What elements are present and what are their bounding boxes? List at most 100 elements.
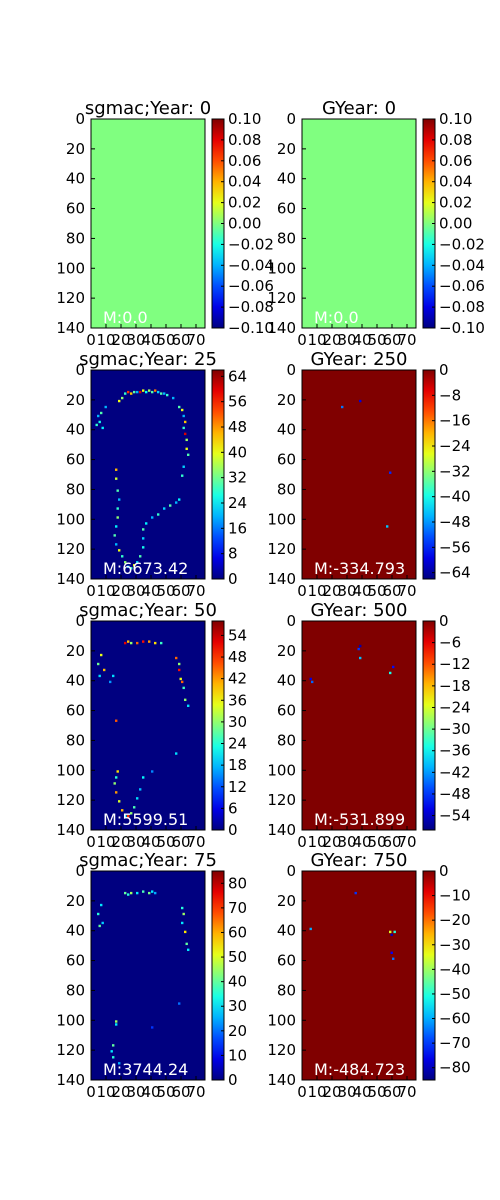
heatmap-cell xyxy=(130,812,133,815)
heatmap-cell xyxy=(109,680,112,684)
x-tick-label: 30 xyxy=(126,582,145,600)
colorbar-tick-label: −24 xyxy=(439,437,471,455)
heatmap-cell xyxy=(357,647,360,651)
y-tick-label: 80 xyxy=(66,229,85,247)
subplot-title: sgmac;Year: 50 xyxy=(79,600,217,621)
x-tick-label: 70 xyxy=(397,1083,416,1101)
heatmap-cell xyxy=(118,399,121,403)
x-tick-label: 20 xyxy=(111,582,130,600)
y-tick-label: 20 xyxy=(66,140,85,158)
colorbar-tick-label: −48 xyxy=(439,513,471,531)
colorbar-tick-label: −64 xyxy=(439,564,471,582)
heatmap-cell xyxy=(151,890,154,893)
heatmap-cell xyxy=(187,704,190,707)
heatmap-cell xyxy=(181,680,184,684)
y-tick-label: 40 xyxy=(277,170,296,188)
heatmap-cell xyxy=(151,1026,154,1029)
heatmap-cell xyxy=(101,921,104,925)
heatmap-cell xyxy=(184,698,187,702)
colorbar-tick-label: −24 xyxy=(439,698,471,716)
x-tick-label: 40 xyxy=(352,582,371,600)
y-tick-label: 140 xyxy=(267,821,296,839)
y-tick-label: 100 xyxy=(267,259,296,277)
heatmap-cell xyxy=(178,1002,181,1005)
subplot-title: sgmac;Year: 0 xyxy=(85,98,211,119)
x-tick-label: 50 xyxy=(367,582,386,600)
heatmap-cell xyxy=(184,420,187,424)
x-tick-label: 60 xyxy=(382,331,401,349)
heatmap-cell xyxy=(142,528,145,531)
heatmap-cell xyxy=(121,555,124,558)
mean-annotation: M:0.0 xyxy=(314,308,359,327)
y-tick-label: 140 xyxy=(56,570,85,588)
heatmap-cell xyxy=(124,641,127,645)
y-tick-label: 60 xyxy=(66,702,85,720)
colorbar-tick-label: 10 xyxy=(228,1046,247,1064)
colorbar xyxy=(422,620,436,831)
heatmap-cell xyxy=(136,891,139,895)
heatmap-cell xyxy=(136,561,139,564)
colorbar-tick-label: 0 xyxy=(439,361,449,379)
y-tick-label: 60 xyxy=(66,200,85,218)
y-tick-label: 120 xyxy=(56,791,85,809)
y-tick-label: 20 xyxy=(66,892,85,910)
colorbar-tick-label: −0.06 xyxy=(228,277,274,295)
y-tick-label: 40 xyxy=(66,672,85,690)
x-tick-label: 60 xyxy=(171,582,190,600)
x-tick-label: 70 xyxy=(397,331,416,349)
colorbar-tick-label: −50 xyxy=(439,985,471,1003)
heatmap-cell xyxy=(139,390,142,394)
heatmap-cell xyxy=(130,392,133,395)
colorbar-tick-label: 40 xyxy=(228,973,247,991)
heatmap-cell xyxy=(187,453,190,456)
y-tick-label: 60 xyxy=(66,952,85,970)
colorbar-tick-label: 24 xyxy=(228,494,247,512)
colorbar-tick-label: 0.04 xyxy=(439,173,472,191)
heatmap-cell xyxy=(354,891,357,895)
y-tick-label: 0 xyxy=(286,612,296,630)
colorbar-tick-label: −6 xyxy=(439,634,461,652)
y-tick-label: 120 xyxy=(267,289,296,307)
axes-frame xyxy=(301,870,417,1081)
heatmap-cell xyxy=(115,1023,118,1026)
colorbar-tick-label: −32 xyxy=(439,462,471,480)
x-tick-label: 50 xyxy=(367,331,386,349)
mean-annotation: M:3744.24 xyxy=(103,1060,188,1079)
heatmap-cell xyxy=(139,555,142,558)
heatmap-cell xyxy=(154,641,157,645)
x-tick-label: 20 xyxy=(322,1083,341,1101)
heatmap-cell xyxy=(116,516,119,519)
y-tick-label: 100 xyxy=(56,510,85,528)
y-tick-label: 20 xyxy=(277,642,296,660)
heatmap-cell xyxy=(136,641,139,645)
y-tick-label: 100 xyxy=(267,510,296,528)
heatmap-cell xyxy=(178,498,181,501)
x-tick-label: 20 xyxy=(111,331,130,349)
heatmap-cell xyxy=(115,791,118,794)
heatmap-cell xyxy=(112,1044,115,1047)
heatmap-cell xyxy=(309,677,312,681)
heatmap-cell xyxy=(124,561,127,564)
heatmap-cell xyxy=(154,389,157,392)
heatmap-cell xyxy=(175,501,178,504)
colorbar-tick-label: −36 xyxy=(439,742,471,760)
y-tick-label: 20 xyxy=(66,391,85,409)
heatmap-cell xyxy=(178,668,181,672)
heatmap-cell xyxy=(133,806,136,809)
colorbar-tick-label: 12 xyxy=(228,778,247,796)
heatmap-cell xyxy=(124,815,127,818)
x-tick-label: 70 xyxy=(186,833,205,851)
heatmap-cell xyxy=(185,438,188,442)
colorbar-tick-label: 0.00 xyxy=(439,215,472,233)
x-tick-label: 30 xyxy=(337,582,356,600)
colorbar-tick-label: 16 xyxy=(228,519,247,537)
heatmap-cell xyxy=(100,653,103,657)
y-tick-label: 40 xyxy=(277,672,296,690)
colorbar-tick-label: 0.10 xyxy=(439,110,472,128)
heatmap-cell xyxy=(115,525,118,528)
colorbar-tick-label: −0.04 xyxy=(439,256,485,274)
